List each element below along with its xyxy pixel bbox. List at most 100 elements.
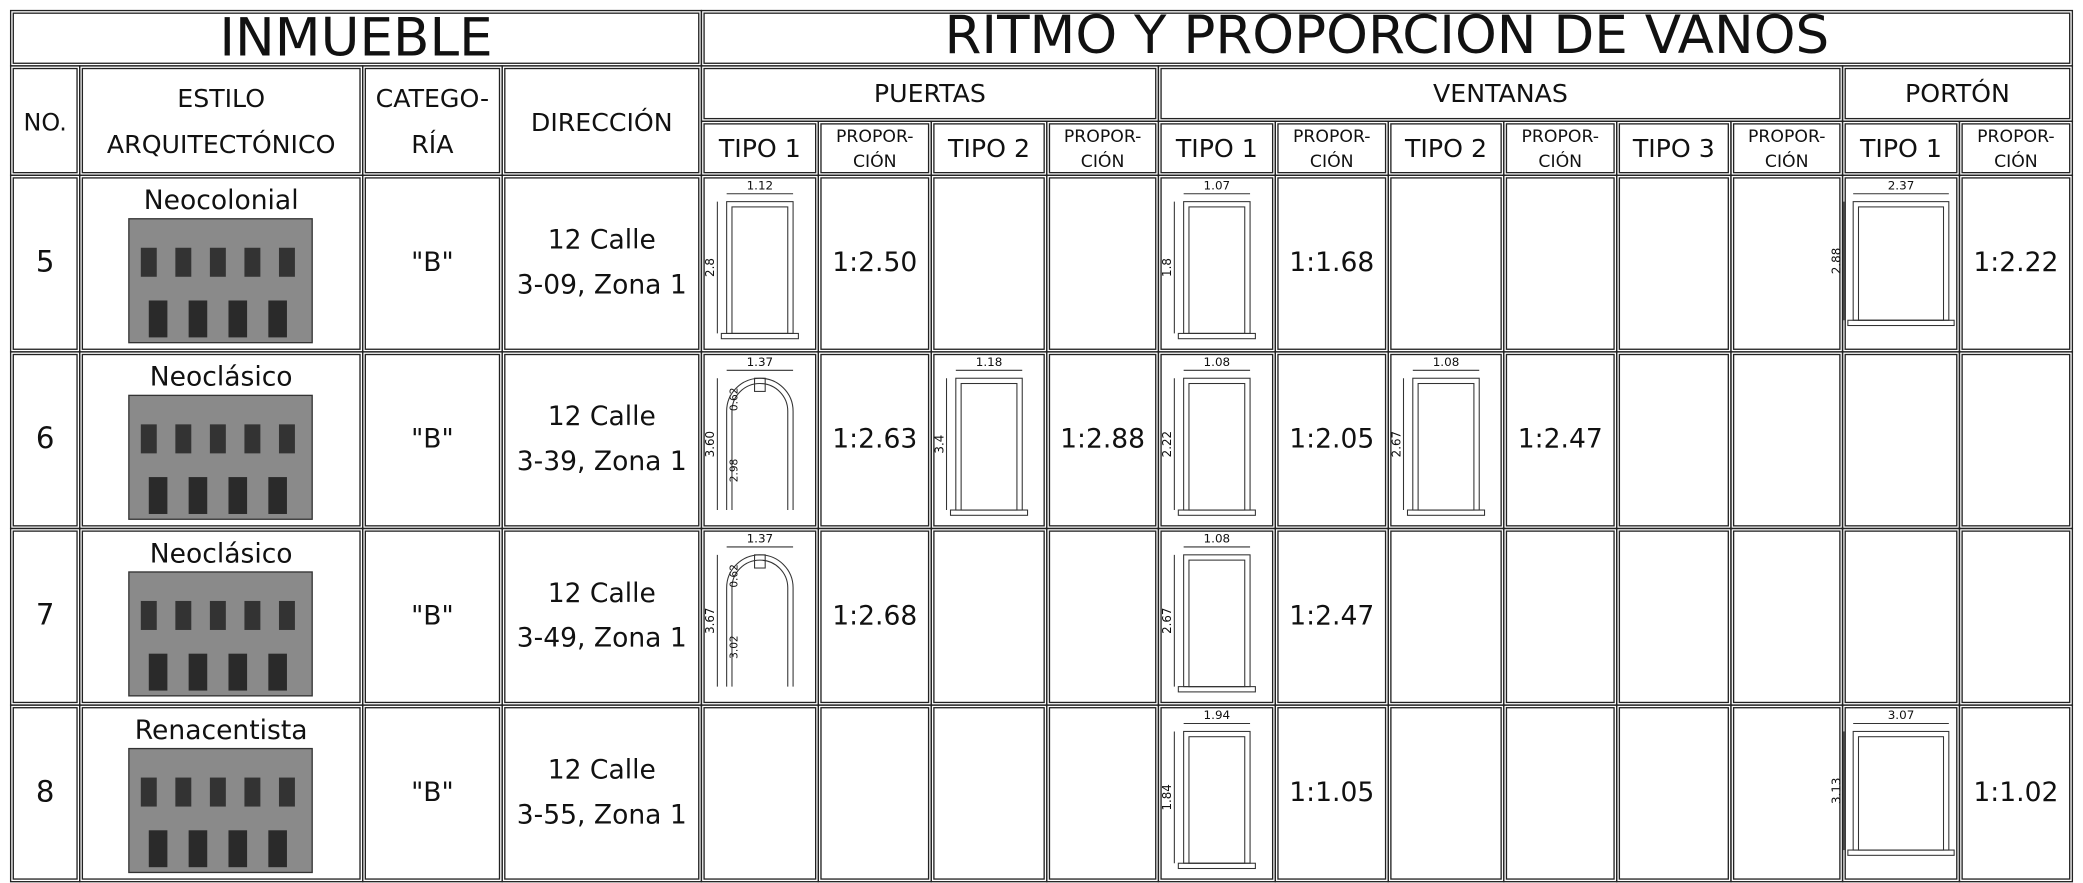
sub-header: CIÓN <box>1994 150 2038 172</box>
cell-border <box>1844 177 1958 350</box>
photo-window <box>148 300 168 338</box>
cell-border <box>1505 530 1615 704</box>
row-style: Neocolonial <box>144 185 299 216</box>
row-category: "B" <box>411 424 454 455</box>
dim-width: 1.37 <box>747 355 774 369</box>
cell-border <box>1730 704 1844 883</box>
cell-border <box>12 12 700 64</box>
keystone <box>754 377 766 392</box>
cell-border <box>364 530 501 704</box>
cell-border <box>1844 353 1958 527</box>
proportion: 1:2.63 <box>832 424 917 455</box>
opening-frame <box>1183 201 1251 334</box>
cell-border <box>820 123 930 174</box>
proportion: 1:2.50 <box>832 247 917 278</box>
photo-window <box>228 300 248 338</box>
row-no: 8 <box>36 774 55 808</box>
cell-border <box>1841 351 1961 530</box>
cell-border <box>364 707 501 880</box>
cell-border <box>1730 527 1844 706</box>
cell-border <box>1505 707 1615 880</box>
sub-header: TIPO 1 <box>1175 134 1258 163</box>
cell-border <box>81 67 361 174</box>
cell-border <box>1961 707 2071 880</box>
sub-header: CIÓN <box>1310 150 1354 172</box>
row-address: 3-49, Zona 1 <box>517 623 687 654</box>
cell-border <box>1387 704 1505 883</box>
opening-sill <box>1177 862 1256 870</box>
cell-border <box>1046 527 1160 706</box>
cell-border <box>1387 527 1505 706</box>
cell-border <box>1277 177 1387 350</box>
arch-door <box>731 382 789 511</box>
cell-border <box>1732 530 1841 704</box>
opening-sill <box>949 509 1029 516</box>
cell-border <box>1277 353 1387 527</box>
sub-header: CIÓN <box>1538 150 1582 172</box>
sub-header: TIPO 2 <box>947 134 1030 163</box>
opening-frame <box>1188 382 1246 511</box>
photo-window <box>188 653 208 691</box>
cell-border <box>703 707 817 880</box>
col-category: CATEGO- <box>376 84 489 113</box>
photo-window <box>140 600 157 630</box>
cell-border <box>1505 123 1615 174</box>
cell-border <box>1160 177 1274 350</box>
dim-width: 1.08 <box>1204 355 1231 369</box>
proportion: 1:1.02 <box>1973 777 2058 808</box>
photo-window <box>188 830 208 868</box>
cell-border <box>1505 177 1615 350</box>
photo-window <box>148 653 168 691</box>
cell-border <box>81 530 361 704</box>
opening-frame <box>1857 736 1945 851</box>
opening-frame <box>1183 730 1251 864</box>
opening-frame <box>1412 377 1480 511</box>
cell-border <box>81 353 361 527</box>
row-address: 3-39, Zona 1 <box>517 446 687 477</box>
group-header: PORTÓN <box>1905 78 2010 108</box>
cell-border <box>1048 530 1157 704</box>
cell-border <box>1844 123 1958 174</box>
cell-border <box>1387 174 1505 353</box>
cell-border <box>1505 353 1615 527</box>
opening-sill <box>1177 686 1256 693</box>
cell-border <box>504 353 700 527</box>
cell-border <box>12 707 78 880</box>
cell-border <box>1390 123 1502 174</box>
cell-border <box>501 527 703 706</box>
col-address: DIRECCIÓN <box>531 107 673 137</box>
photo-window <box>175 247 192 277</box>
dim-arch: 0.62 <box>729 564 741 587</box>
cell-border <box>1160 123 1274 174</box>
opening-sill <box>1177 509 1256 516</box>
sub-header: PROPOR- <box>1748 127 1825 147</box>
sub-header: TIPO 1 <box>718 134 801 163</box>
cell-border <box>81 707 361 880</box>
proportion: 1:1.05 <box>1289 777 1374 808</box>
cell-border <box>820 353 930 527</box>
cell-border <box>504 67 700 174</box>
photo-window <box>188 300 208 338</box>
cell-border <box>700 704 819 883</box>
dim-height: 2.8 <box>703 258 717 277</box>
cell-border <box>1618 123 1729 174</box>
sub-header: CIÓN <box>853 150 897 172</box>
dim-height: 1.84 <box>1160 784 1174 810</box>
dim-width: 1.18 <box>976 355 1003 369</box>
cell-border <box>817 704 932 883</box>
cell-border <box>1618 353 1729 527</box>
cell-border <box>930 704 1048 883</box>
photo-window <box>278 600 295 630</box>
cell-border <box>1390 707 1502 880</box>
cell-border <box>1048 177 1157 350</box>
cell-border <box>12 67 78 174</box>
dim-height: 2.88 <box>1830 248 1844 274</box>
photo-window <box>140 247 157 277</box>
photo-window <box>209 600 226 630</box>
cell-border <box>1732 177 1841 350</box>
cell-border <box>933 530 1045 704</box>
cell-border <box>703 530 817 704</box>
cell-border <box>504 530 700 704</box>
dim-height: 1.8 <box>1160 258 1174 277</box>
